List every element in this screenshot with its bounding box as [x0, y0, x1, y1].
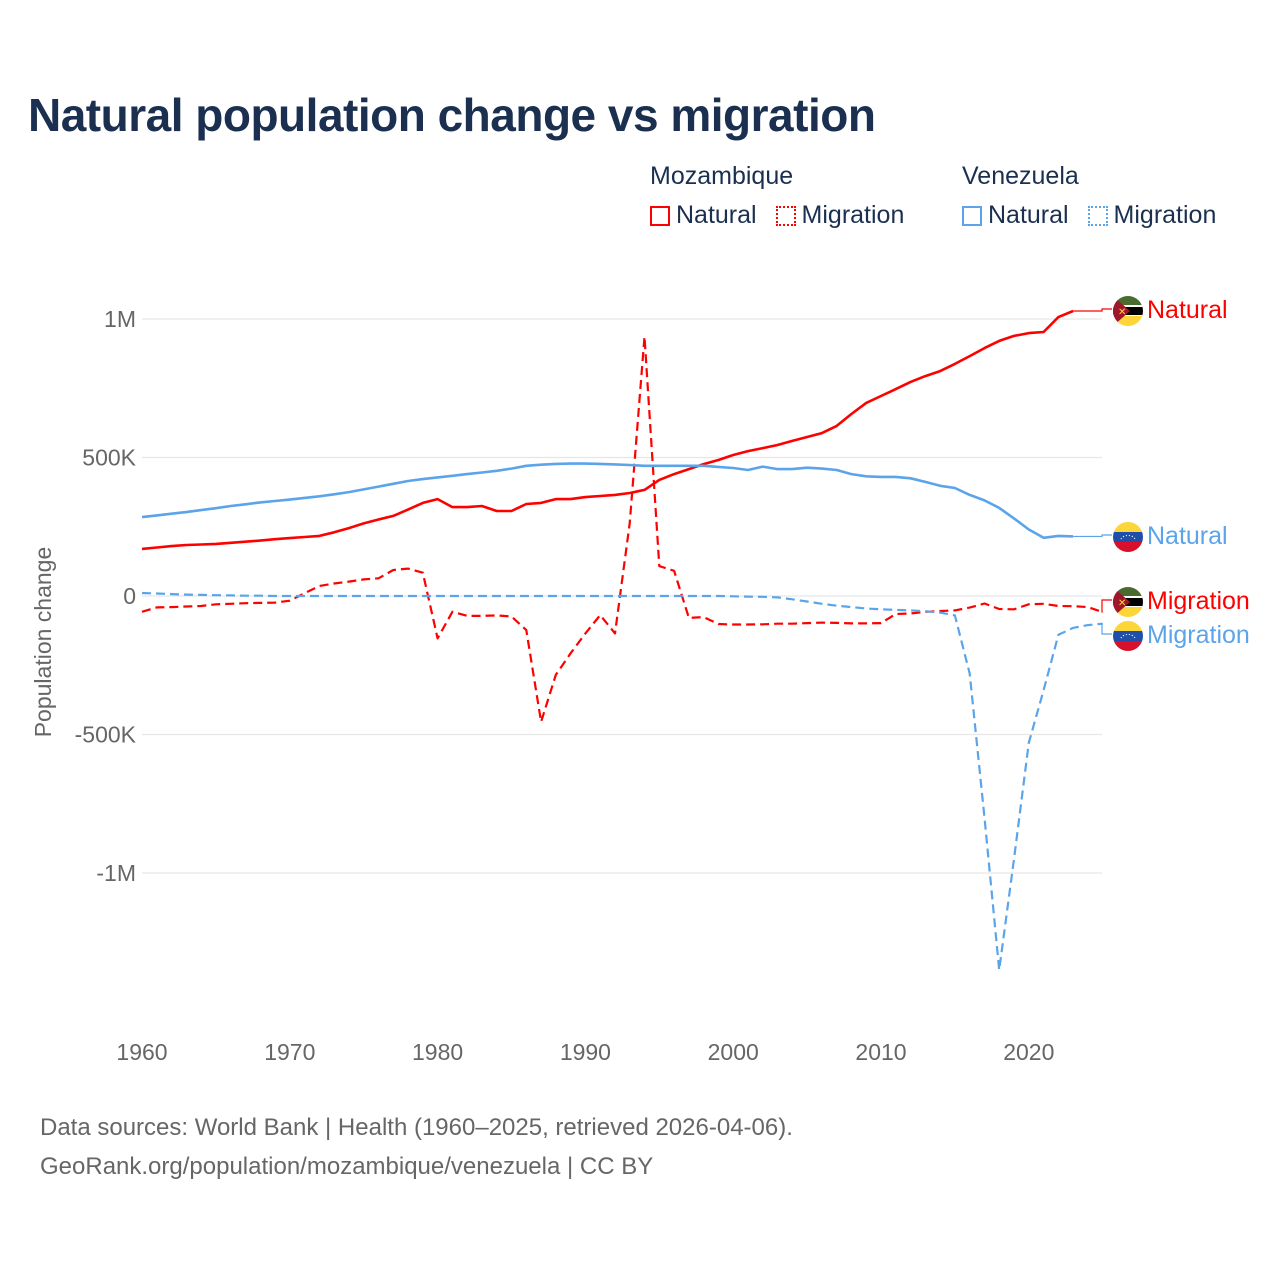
y-tick-label: 500K [82, 445, 136, 471]
x-tick-label: 1960 [116, 1039, 167, 1065]
y-tick-label: -1M [96, 860, 136, 886]
footer-link[interactable]: GeoRank.org/population/mozambique/venezu… [40, 1153, 654, 1180]
legend-label: Migration [801, 201, 905, 229]
legend-group-mozambique: Mozambique Natural Migration [650, 162, 916, 233]
legend-swatch-dotted [775, 205, 796, 226]
series-end-label: Migration [1147, 621, 1250, 649]
legend-swatch-solid [650, 205, 670, 226]
series-end-label: Natural [1147, 522, 1228, 550]
legend-item-venezuela-migration[interactable]: Migration [1087, 201, 1217, 230]
chart-title: Natural population change vs migration [28, 89, 876, 141]
label-connector [1101, 623, 1112, 635]
series-line-mozambique-natural[interactable] [141, 309, 1074, 551]
footer-sources: Data sources: World Bank | Health (1960–… [40, 1114, 793, 1141]
venezuela-flag-icon [1113, 522, 1143, 552]
y-tick-label: 1M [104, 306, 136, 332]
x-tick-label: 2010 [855, 1039, 906, 1065]
venezuela-flag-icon [1113, 621, 1143, 651]
legend-swatch-solid [962, 205, 982, 226]
legend-label: Natural [988, 201, 1069, 229]
series-line-venezuela-natural[interactable] [141, 462, 1074, 540]
label-connector [1073, 534, 1112, 538]
x-tick-label: 1980 [412, 1039, 463, 1065]
x-tick-label: 1990 [560, 1039, 611, 1065]
legend-item-mozambique-natural[interactable]: Natural [650, 201, 757, 230]
legend-group-name: Venezuela [962, 162, 1079, 190]
series-end-label: Migration [1147, 587, 1250, 615]
mozambique-flag-icon [1113, 587, 1143, 617]
label-connector [1101, 599, 1112, 613]
x-tick-label: 2000 [708, 1039, 759, 1065]
y-axis-label: Population change [30, 547, 56, 738]
y-tick-label: -500K [75, 722, 137, 748]
x-tick-label: 1970 [264, 1039, 315, 1065]
series-end-label: Natural [1147, 296, 1228, 324]
legend-item-mozambique-migration[interactable]: Migration [775, 201, 905, 230]
y-tick-label: 0 [123, 583, 136, 609]
legend-label: Natural [676, 201, 757, 229]
legend-item-venezuela-natural[interactable]: Natural [962, 201, 1069, 230]
legend-swatch-dotted [1087, 205, 1108, 226]
x-tick-label: 2020 [1003, 1039, 1054, 1065]
legend-label: Migration [1113, 201, 1217, 229]
legend-group-name: Mozambique [650, 162, 794, 190]
series-line-venezuela-migration[interactable] [141, 591, 1103, 972]
label-connector [1073, 308, 1112, 312]
series-line-mozambique-migration[interactable] [141, 335, 1104, 723]
legend-group-venezuela: Venezuela Natural Migration [962, 162, 1228, 233]
footer: Data sources: World Bank | Health (1960–… [40, 1108, 793, 1186]
mozambique-flag-icon [1113, 296, 1143, 326]
